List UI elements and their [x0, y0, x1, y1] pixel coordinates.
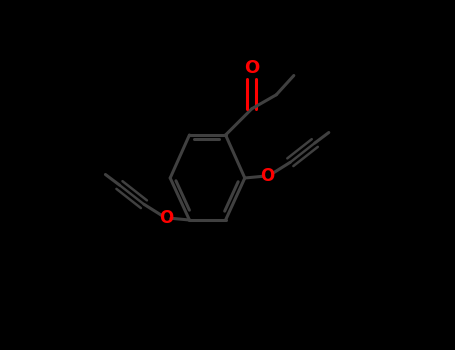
Text: O: O: [260, 167, 275, 185]
Text: O: O: [244, 59, 259, 77]
Text: O: O: [160, 209, 174, 227]
